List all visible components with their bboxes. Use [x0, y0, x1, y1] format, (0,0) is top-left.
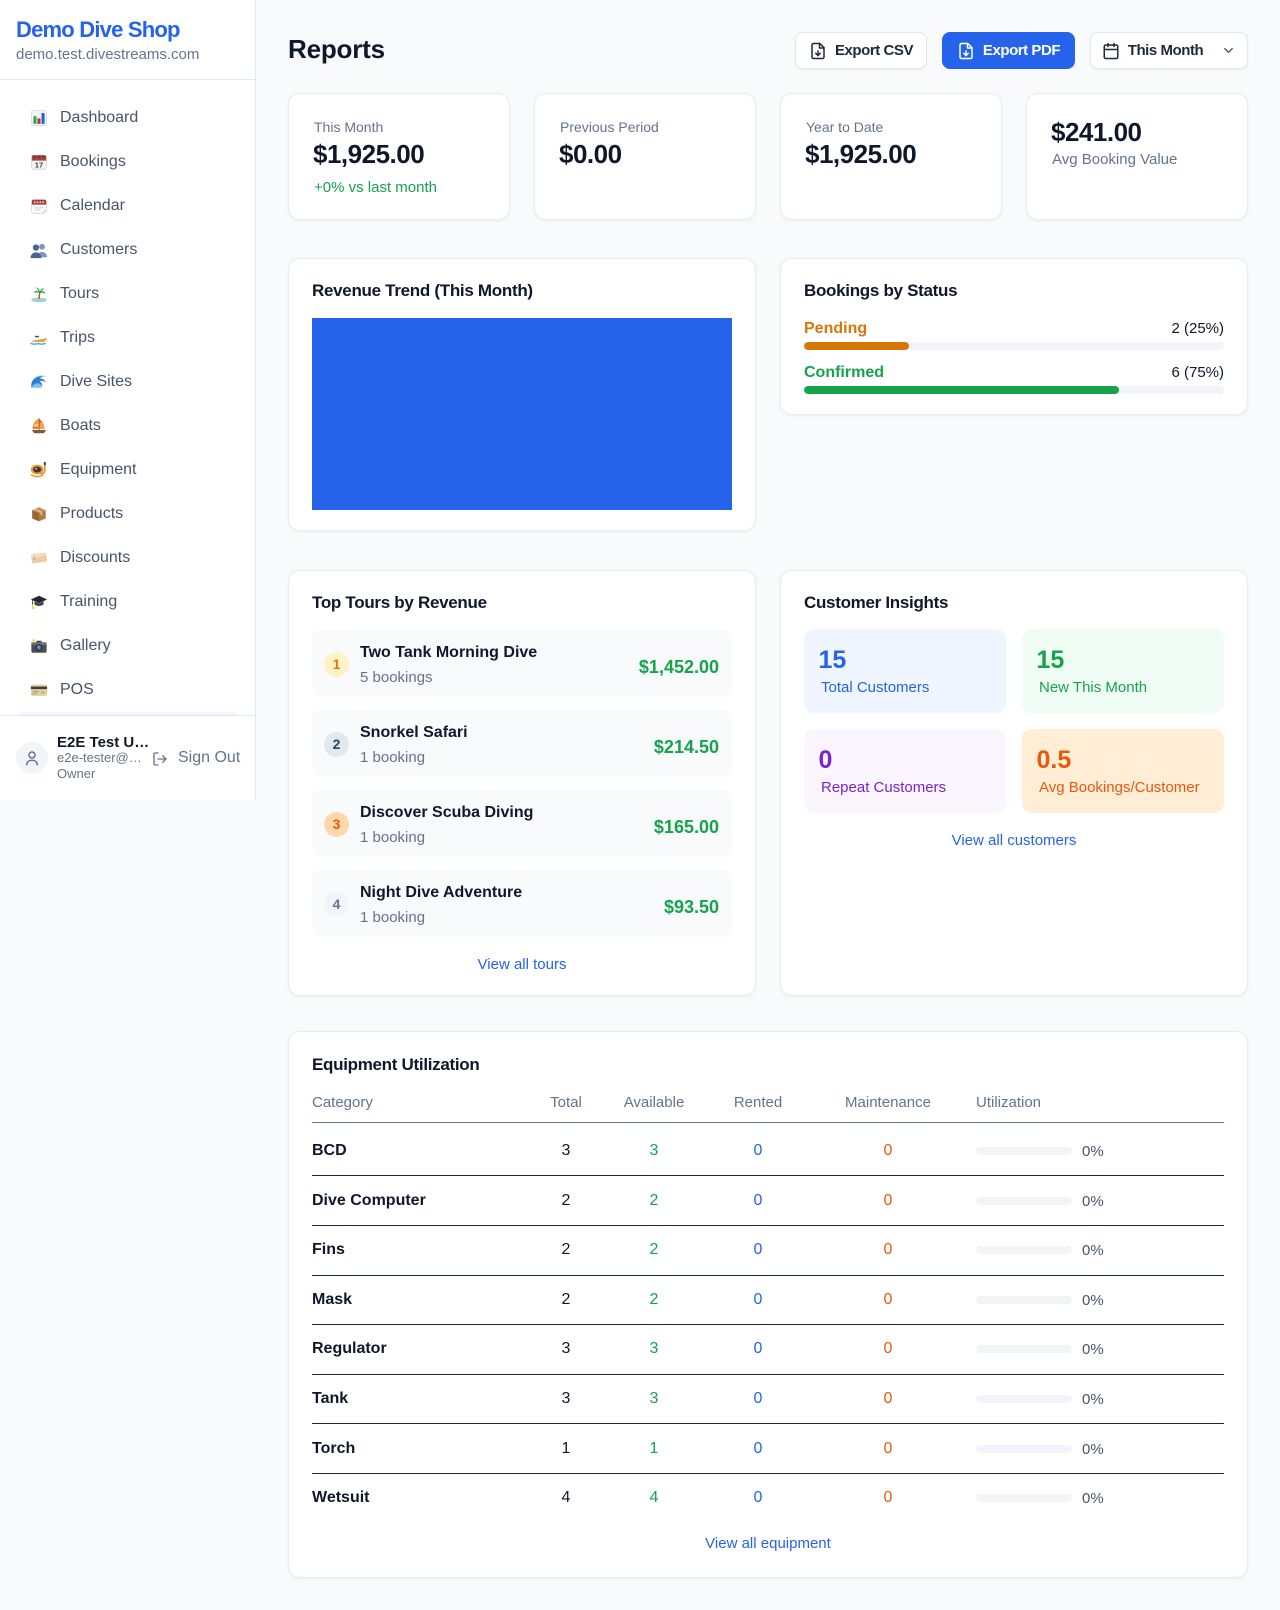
svg-text:17: 17 [35, 160, 43, 169]
